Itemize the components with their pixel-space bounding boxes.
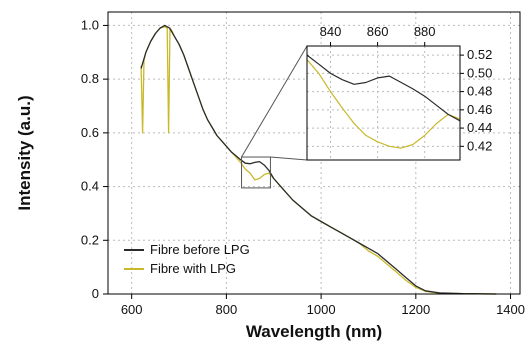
inset-y-tick-label: 0.52 bbox=[467, 47, 492, 62]
inset-series-group bbox=[306, 54, 461, 149]
zoom-connector-line bbox=[241, 45, 308, 158]
x-tick-label: 1200 bbox=[401, 302, 430, 317]
zoom-box bbox=[241, 156, 271, 189]
zoom-connector-line bbox=[270, 156, 308, 161]
y-tick-label: 0 bbox=[92, 286, 99, 301]
y-tick-label: 1.0 bbox=[81, 17, 99, 32]
inset-y-tick-label: 0.44 bbox=[467, 120, 492, 135]
y-tick-label: 0.8 bbox=[81, 71, 99, 86]
inset-background bbox=[307, 46, 460, 160]
inset-x-axis: 840 860 880 bbox=[320, 24, 436, 46]
x-tick-label: 1000 bbox=[307, 302, 336, 317]
inset-series-line-before bbox=[306, 54, 461, 122]
inset-y-tick-label: 0.48 bbox=[467, 84, 492, 99]
inset-x-tick-label: 860 bbox=[367, 24, 389, 39]
inset-series-line-with bbox=[306, 59, 461, 149]
x-tick-label: 800 bbox=[216, 302, 238, 317]
inset-frame bbox=[306, 45, 461, 161]
y-tick-label: 0.2 bbox=[81, 232, 99, 247]
y-axis: 0 0.2 0.4 0.6 0.8 1.0 bbox=[81, 17, 108, 301]
inset-y-tick-label: 0.50 bbox=[467, 65, 492, 80]
zoom-indicator bbox=[241, 45, 308, 189]
inset-y-tick-label: 0.42 bbox=[467, 138, 492, 153]
x-axis: 600 800 1000 1200 1400 bbox=[121, 294, 525, 317]
series-line-before bbox=[140, 24, 497, 295]
x-tick-label: 600 bbox=[121, 302, 143, 317]
inset-x-tick-label: 880 bbox=[414, 24, 436, 39]
inset-grid bbox=[307, 46, 460, 160]
y-axis-label: Intensity (a.u.) bbox=[15, 95, 34, 210]
plot-frame bbox=[107, 11, 521, 295]
y-tick-label: 0.6 bbox=[81, 125, 99, 140]
series-line-with bbox=[140, 26, 497, 295]
inset-y-tick-label: 0.46 bbox=[467, 102, 492, 117]
legend-label-before: Fibre before LPG bbox=[150, 242, 250, 257]
legend: Fibre before LPG Fibre with LPG bbox=[124, 242, 250, 276]
main-series-group bbox=[140, 24, 497, 295]
x-axis-label: Wavelength (nm) bbox=[246, 322, 382, 341]
legend-label-with: Fibre with LPG bbox=[150, 261, 236, 276]
inset-x-tick-label: 840 bbox=[320, 24, 342, 39]
y-tick-label: 0.4 bbox=[81, 179, 99, 194]
inset-y-axis: 0.42 0.44 0.46 0.48 0.50 0.52 bbox=[460, 47, 492, 153]
inset-plot: 840 860 880 0.42 0.44 0.46 0.48 0.50 0.52 bbox=[306, 24, 492, 161]
x-tick-label: 1400 bbox=[496, 302, 525, 317]
